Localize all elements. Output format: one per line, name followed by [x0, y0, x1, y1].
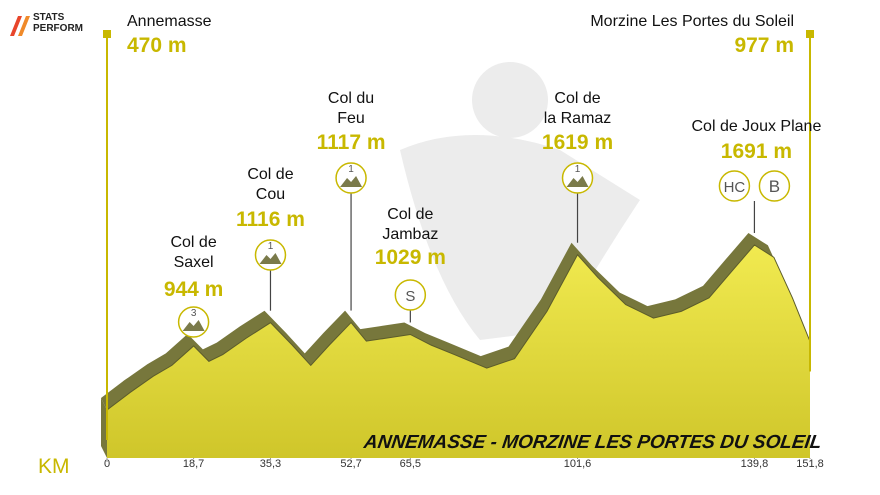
place-altitude: 977 m: [734, 34, 794, 57]
x-tick-label: 35,3: [260, 458, 281, 470]
climb-name: Col du Feu: [327, 90, 375, 127]
climb-category-icon: HC: [718, 170, 751, 202]
place-name: Morzine Les Portes du Soleil: [590, 13, 794, 30]
x-tick-label: 101,6: [564, 458, 592, 470]
climb-category: HC: [724, 179, 746, 196]
climb-category: 1: [348, 164, 354, 175]
icon-circle: [718, 170, 751, 202]
bonus: B: [769, 177, 780, 196]
x-tick-label: 0: [104, 458, 110, 470]
x-tick-label: 151,8: [796, 458, 824, 470]
x-tick-label: 65,5: [400, 458, 421, 470]
post-flag: [103, 30, 111, 38]
climb-altitude: 1691 m: [720, 140, 793, 163]
icon-mountain: [182, 320, 205, 331]
climb-category-icon: 1: [254, 239, 287, 271]
climb-altitude: 1116 m: [236, 208, 305, 231]
climb-altitude: 1117 m: [316, 131, 386, 154]
climb-category-icon: 3: [177, 306, 210, 338]
climb-name: Col de la Ramaz: [543, 90, 612, 127]
climb-name: Col de Cou: [247, 166, 294, 203]
icon-mountain: [259, 253, 282, 264]
profile-ridge: [101, 233, 810, 410]
bonus-circle: [758, 170, 791, 202]
climb-altitude: 1029 m: [374, 246, 446, 269]
climb-category-icon: 1: [561, 162, 594, 194]
climb-name: Col de Saxel: [170, 234, 217, 271]
x-axis-label: KM: [38, 455, 70, 478]
climb-altitude: 944 m: [163, 278, 224, 301]
x-tick-label: 52,7: [340, 458, 361, 470]
climb-name: Col de Jambaz: [382, 206, 439, 243]
climb-category: 1: [575, 164, 581, 175]
x-tick-label: 18,7: [183, 458, 204, 470]
climb-category-icon: 1: [335, 162, 367, 194]
climb-altitude: 1619 m: [541, 131, 614, 154]
x-tick-label: 139,8: [741, 458, 769, 470]
icon-mountain: [566, 176, 589, 187]
climb-name: Col de Joux Plane: [691, 118, 822, 135]
post-flag: [806, 30, 814, 38]
profile-side: [101, 398, 107, 458]
profile-line: [106, 244, 811, 411]
climb-category-icon: S: [394, 279, 427, 311]
climb-category: 3: [191, 308, 197, 319]
chart-title: ANNEMASSE - MORZINE LES PORTES DU SOLEIL: [362, 432, 823, 453]
place-altitude: 470 m: [127, 34, 187, 57]
logo: STATS PERFORM: [33, 12, 83, 34]
climb-category: 1: [268, 241, 274, 252]
icon-mountain: [340, 176, 363, 187]
icon-circle: [394, 279, 427, 311]
place-name: Annemasse: [127, 13, 212, 30]
profile-area: [107, 245, 810, 458]
climb-category: S: [405, 288, 415, 305]
logo-icon: [10, 16, 30, 36]
